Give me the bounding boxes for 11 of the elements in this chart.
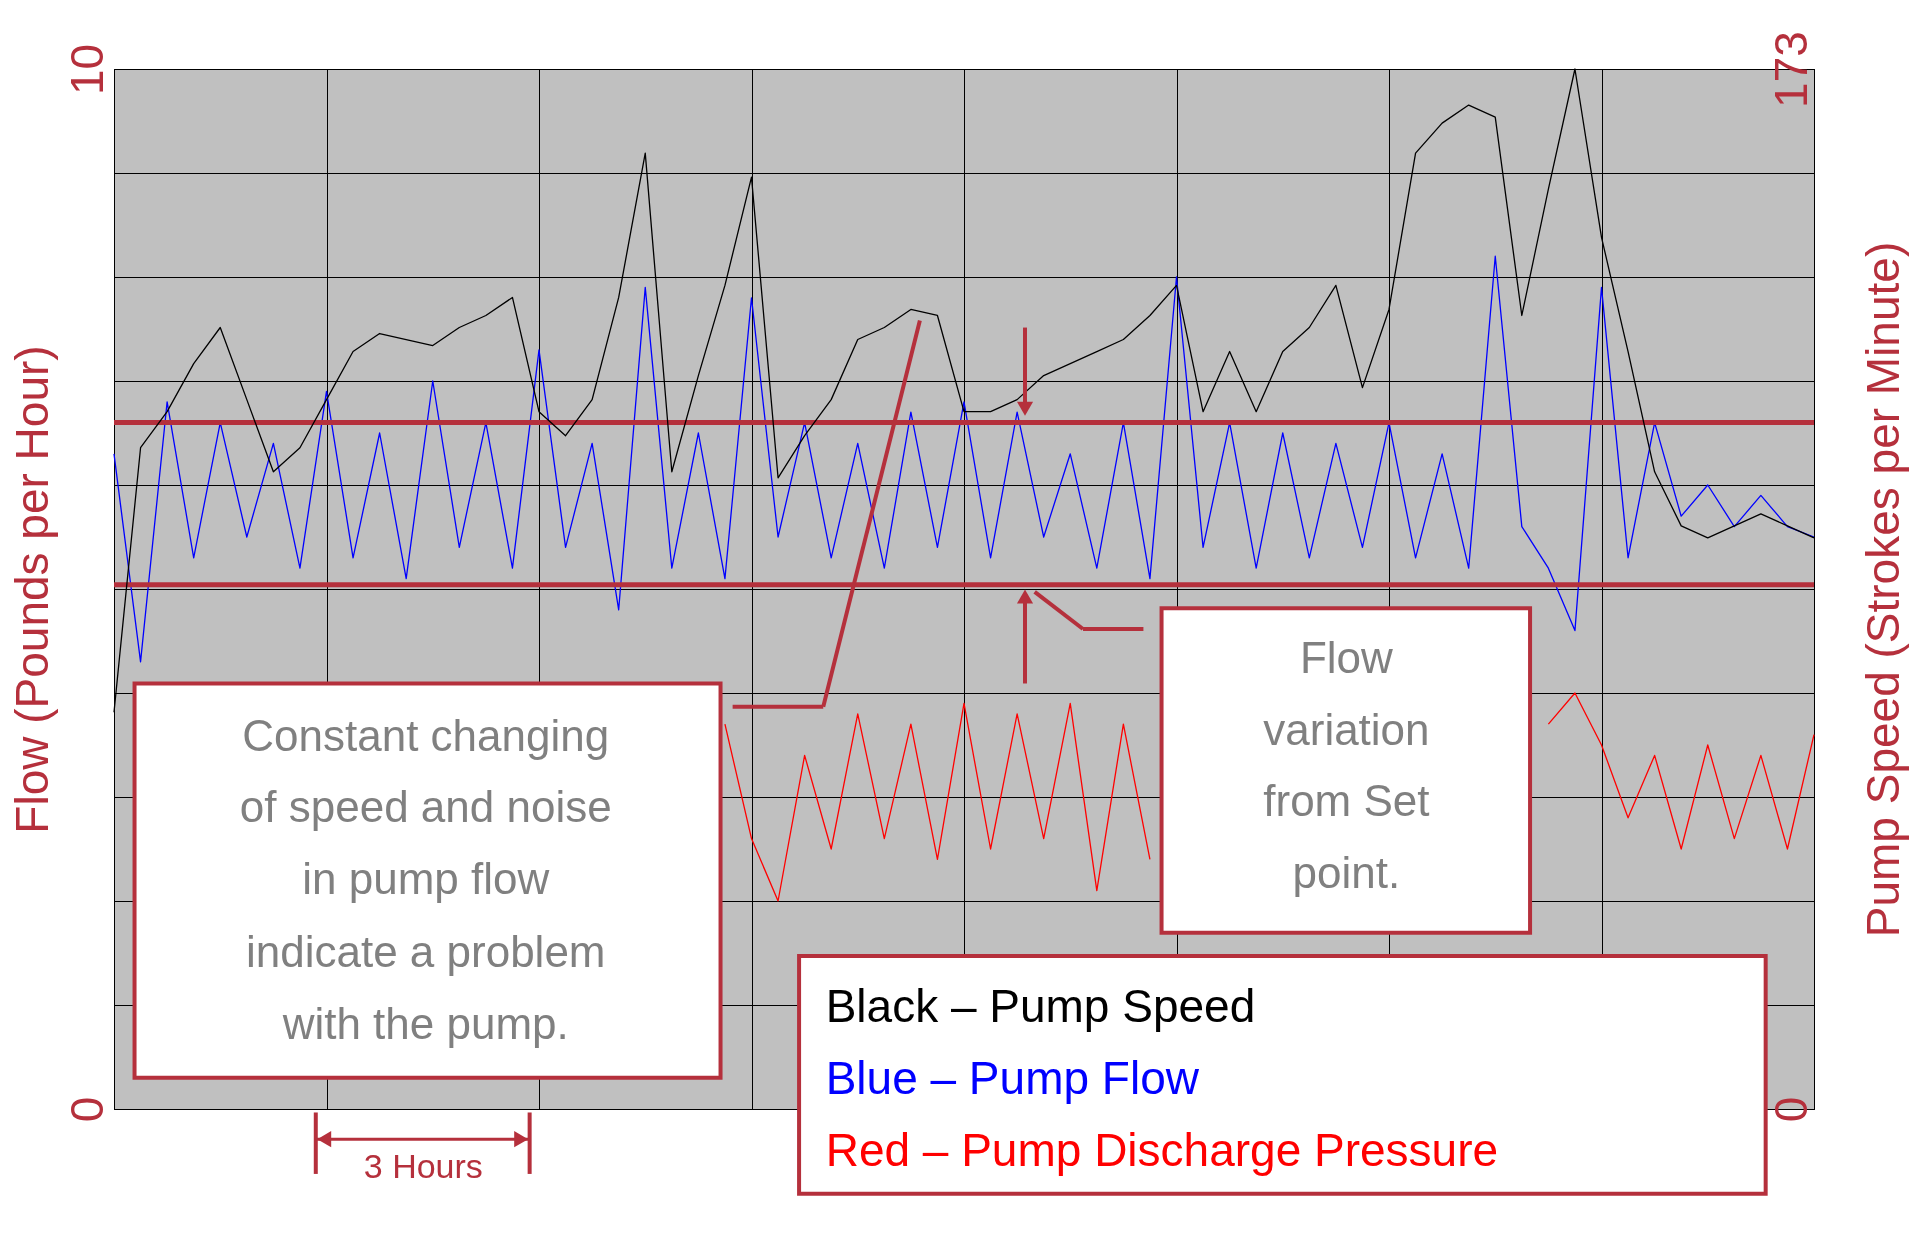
y2-tick-label: 173 bbox=[1764, 31, 1817, 108]
annotation: Flow variation from Set point. bbox=[1263, 633, 1430, 897]
text: Red – Pump Discharge Pressure bbox=[825, 1123, 1499, 1176]
text: Blue – Pump Flow bbox=[825, 1052, 1200, 1105]
text: Black – Pump Speed bbox=[825, 980, 1256, 1033]
y-axis-title: Flow (Pounds per Hour) bbox=[5, 345, 58, 834]
text: 3 Hours bbox=[363, 1147, 483, 1186]
y2-tick-label: 0 bbox=[1764, 1096, 1817, 1123]
annotation: Constant changing of speed and noise in pump flow indicate a problem with the pump. bbox=[239, 710, 612, 1048]
y2-axis-title: Pump Speed (Strokes per Minute) bbox=[1856, 241, 1909, 938]
y-tick-label: 10 bbox=[60, 43, 113, 96]
